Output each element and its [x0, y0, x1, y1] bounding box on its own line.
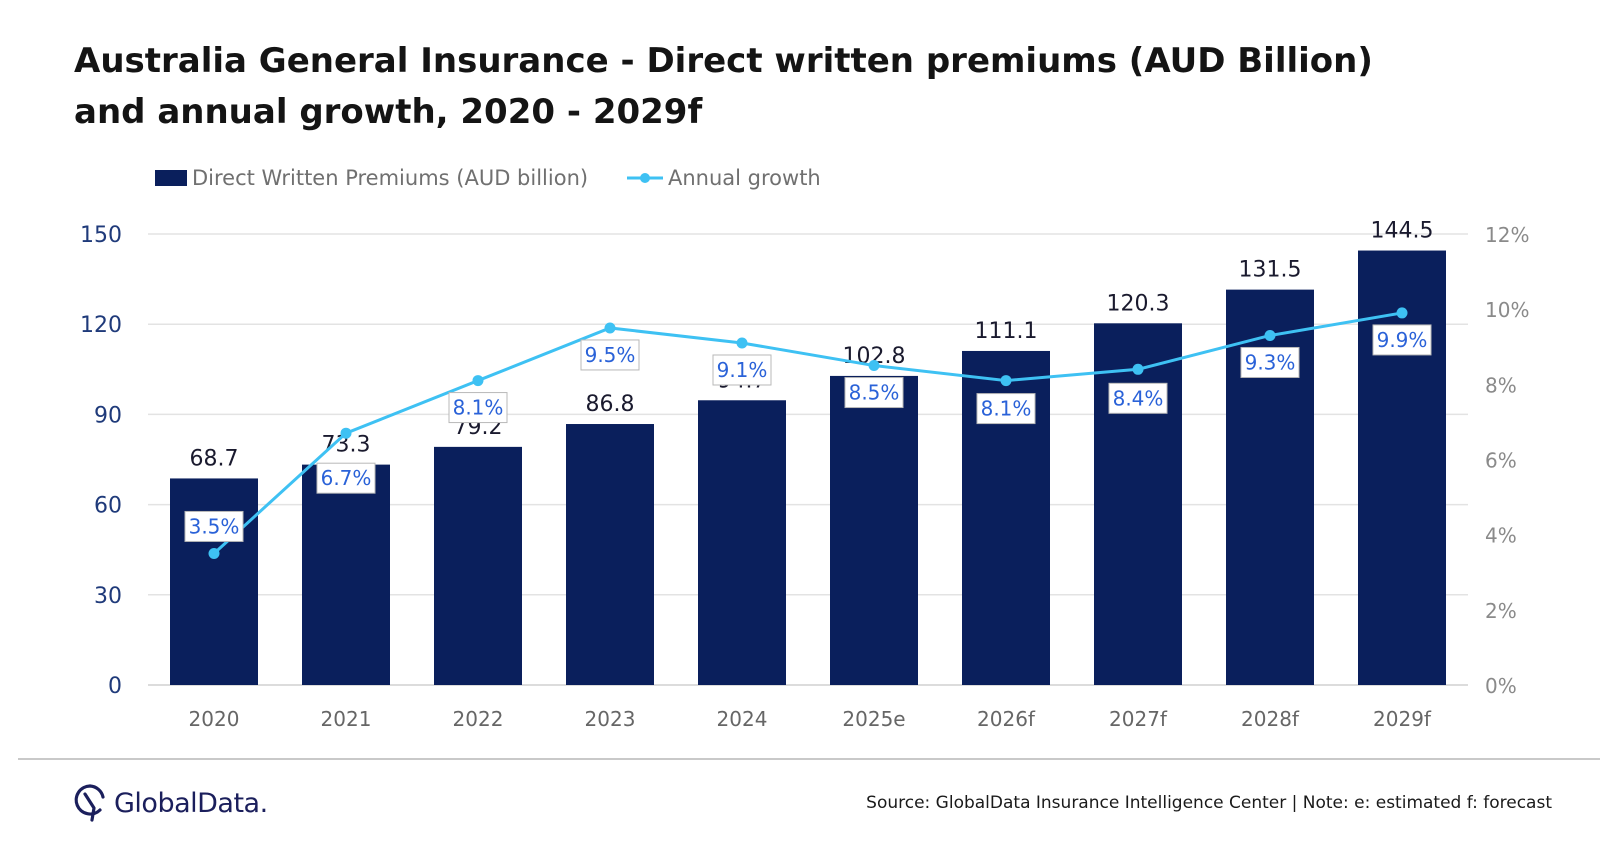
growth-label-box	[712, 354, 772, 386]
left-axis-tick-label: 60	[94, 494, 122, 519]
legend-label-line: Annual growth	[668, 166, 821, 190]
growth-label-box	[580, 339, 640, 371]
bar	[1358, 250, 1446, 685]
right-axis-tick-label: 12%	[1485, 223, 1529, 247]
growth-label-box	[1372, 324, 1432, 356]
bar	[302, 464, 390, 685]
growth-label: 8.5%	[849, 381, 900, 405]
left-axis-tick-label: 30	[94, 584, 122, 609]
footer-divider	[18, 758, 1600, 760]
bar	[698, 400, 786, 685]
growth-point	[472, 375, 484, 387]
bar-value-label: 144.5	[1371, 219, 1434, 244]
growth-label: 6.7%	[321, 466, 372, 490]
globaldata-logo: GlobalData.	[72, 782, 268, 824]
x-axis-tick-label: 2026f	[977, 707, 1036, 731]
growth-point	[1132, 363, 1144, 375]
growth-label: 9.9%	[1377, 328, 1428, 352]
growth-label-box	[448, 392, 508, 424]
bar	[566, 424, 654, 685]
bar-value-label: 86.8	[586, 392, 635, 417]
growth-label: 8.1%	[453, 396, 504, 420]
growth-label-box	[1108, 382, 1168, 414]
x-axis-tick-label: 2023	[585, 707, 636, 731]
growth-label-box	[1240, 346, 1300, 378]
growth-label: 9.5%	[585, 343, 636, 367]
growth-point	[340, 427, 352, 439]
globaldata-logo-icon	[74, 784, 105, 822]
left-axis-tick-label: 0	[108, 674, 122, 699]
right-axis-tick-label: 2%	[1485, 599, 1517, 623]
growth-point	[1000, 375, 1012, 387]
bar-value-label: 131.5	[1239, 258, 1302, 283]
right-axis-tick-label: 0%	[1485, 674, 1517, 698]
bar	[1094, 323, 1182, 685]
right-axis-tick-label: 8%	[1485, 373, 1517, 397]
growth-label-box	[316, 462, 376, 494]
bar	[434, 446, 522, 685]
x-axis-tick-label: 2025e	[842, 707, 905, 731]
bar-value-label: 111.1	[975, 319, 1038, 344]
source-note: Source: GlobalData Insurance Intelligenc…	[866, 793, 1552, 813]
growth-label: 9.1%	[717, 358, 768, 382]
x-axis-tick-label: 2022	[453, 707, 504, 731]
growth-point	[1264, 329, 1276, 341]
x-axis-tick-label: 2024	[717, 707, 768, 731]
left-axis-tick-label: 150	[80, 223, 122, 248]
x-axis-tick-label: 2020	[189, 707, 240, 731]
bar-value-label: 68.7	[190, 446, 239, 471]
bar	[830, 375, 918, 685]
legend-swatch-bars	[155, 170, 187, 186]
x-axis-tick-label: 2021	[321, 707, 372, 731]
growth-line	[212, 311, 1403, 555]
growth-label-box	[844, 377, 904, 409]
bar	[170, 478, 258, 685]
growth-point	[604, 322, 616, 334]
left-axis-tick-label: 120	[80, 313, 122, 338]
growth-point	[736, 337, 748, 349]
growth-point	[208, 547, 220, 559]
chart-title-line-1: Australia General Insurance - Direct wri…	[74, 41, 1373, 81]
legend-swatch-marker	[640, 173, 650, 183]
growth-point	[868, 360, 880, 372]
legend-label-bars: Direct Written Premiums (AUD billion)	[192, 166, 588, 190]
chart-title: Australia General Insurance - Direct wri…	[74, 36, 1373, 138]
chart-title-line-2: and annual growth, 2020 - 2029f	[74, 92, 703, 132]
x-axis-tick-label: 2028f	[1241, 707, 1300, 731]
bar-value-label: 120.3	[1107, 291, 1170, 316]
left-axis-tick-label: 90	[94, 403, 122, 428]
growth-point	[1396, 307, 1408, 319]
x-axis-tick-label: 2029f	[1373, 707, 1432, 731]
growth-label: 9.3%	[1245, 350, 1296, 374]
right-axis-tick-label: 6%	[1485, 449, 1517, 473]
growth-label-box	[184, 510, 244, 542]
growth-label: 8.4%	[1113, 386, 1164, 410]
growth-label-box	[976, 393, 1036, 425]
chart-plot: 0 30 60 90 120 150 0% 2% 4% 6% 8% 10% 12% 2020 2021 202…	[80, 166, 1529, 731]
x-axis-tick-label: 2027f	[1109, 707, 1168, 731]
right-axis-tick-label: 10%	[1485, 298, 1529, 322]
globaldata-logo-text: GlobalData.	[114, 787, 268, 819]
right-axis-tick-label: 4%	[1485, 524, 1517, 548]
growth-label: 3.5%	[189, 514, 240, 538]
growth-label: 8.1%	[981, 397, 1032, 421]
